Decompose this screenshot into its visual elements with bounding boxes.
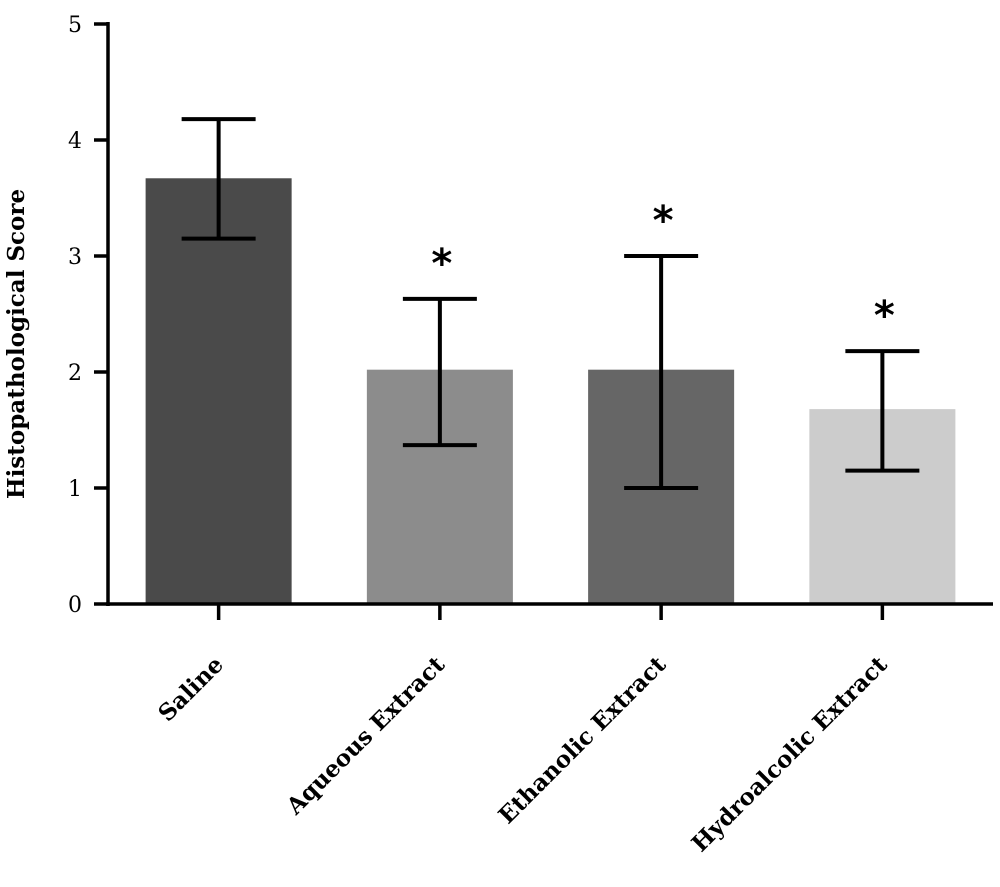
y-tick-label: 1 bbox=[68, 477, 82, 502]
y-axis-title: Histopathological Score bbox=[3, 189, 30, 499]
significance-asterisk: * bbox=[874, 293, 895, 339]
x-category-label: Aqueous Extract bbox=[281, 651, 451, 821]
y-tick-label: 5 bbox=[68, 13, 82, 38]
axes-layer bbox=[106, 22, 993, 606]
significance-asterisk: * bbox=[431, 241, 452, 287]
x-ticks-layer: Saline Aqueous Extract Ethanolic Extract Hy… bbox=[153, 604, 893, 857]
x-category-label: Hydroalcolic Extract bbox=[686, 651, 892, 857]
y-tick-label: 3 bbox=[68, 245, 82, 270]
x-category-label: Saline bbox=[153, 651, 229, 727]
y-tick-label: 4 bbox=[68, 129, 82, 154]
y-tick-label: 0 bbox=[68, 593, 82, 618]
y-ticks-layer: 0 1 2 3 4 5 bbox=[68, 13, 108, 618]
y-tick-label: 2 bbox=[68, 361, 82, 386]
bar bbox=[145, 178, 292, 604]
error-bars-layer bbox=[181, 117, 920, 490]
significance-asterisk: * bbox=[653, 198, 674, 244]
x-category-label: Ethanolic Extract bbox=[493, 651, 671, 829]
significance-layer: * * * bbox=[431, 198, 895, 339]
bars-layer bbox=[145, 178, 956, 604]
